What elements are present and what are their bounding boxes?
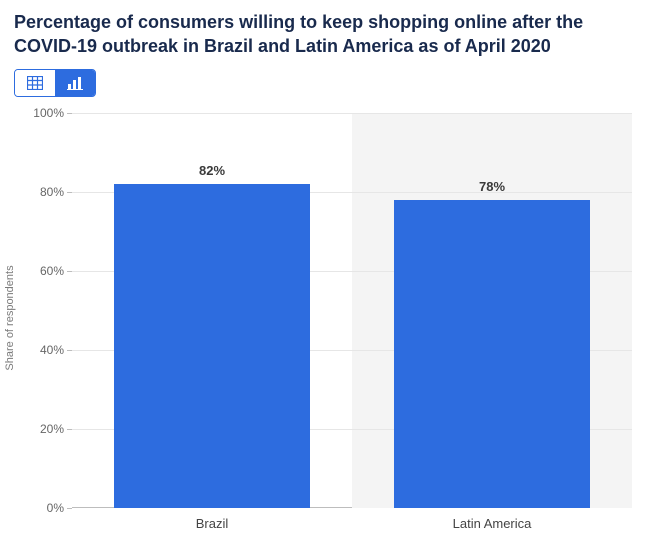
x-tick-label: Latin America [453, 508, 532, 531]
y-tick-label: 20% [40, 422, 72, 436]
y-tick-label: 40% [40, 343, 72, 357]
x-tick-label: Brazil [196, 508, 229, 531]
chart-title: Percentage of consumers willing to keep … [14, 10, 636, 59]
y-tick-label: 100% [33, 106, 72, 120]
grid-line [72, 113, 632, 114]
y-axis-label: Share of respondents [4, 265, 16, 370]
bar-chart-icon [67, 76, 83, 90]
chart-view-button[interactable] [55, 70, 95, 96]
y-tick-label: 80% [40, 185, 72, 199]
y-tick-label: 60% [40, 264, 72, 278]
view-toggle [14, 69, 96, 97]
table-view-button[interactable] [15, 70, 55, 96]
table-icon [27, 76, 43, 90]
bar[interactable]: 78% [394, 200, 590, 508]
y-tick-label: 0% [47, 501, 72, 515]
chart-container: Share of respondents 0%20%40%60%80%100%8… [14, 103, 636, 533]
bar-value-label: 82% [114, 163, 310, 184]
bar[interactable]: 82% [114, 184, 310, 508]
plot-area: 0%20%40%60%80%100%82%Brazil78%Latin Amer… [72, 113, 632, 508]
bar-value-label: 78% [394, 179, 590, 200]
